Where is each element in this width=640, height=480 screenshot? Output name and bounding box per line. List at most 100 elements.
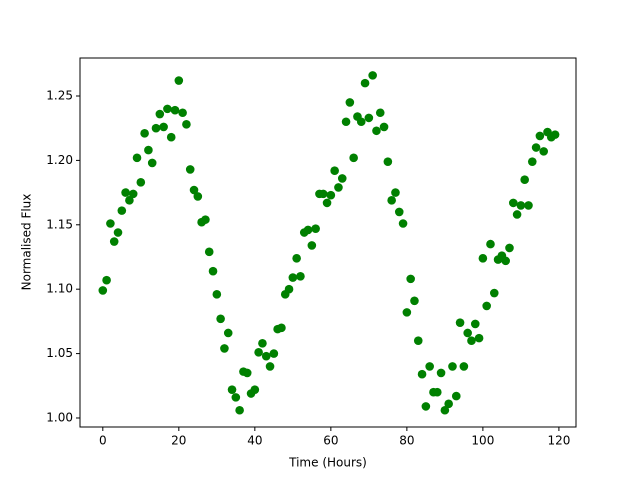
point (486, 239, 495, 249)
point (311, 224, 320, 233)
point (174, 76, 184, 85)
point (227, 385, 237, 394)
point (231, 393, 241, 402)
x-tick-label: 120 (547, 434, 570, 448)
point (318, 189, 328, 199)
point (136, 177, 146, 187)
point (326, 190, 336, 200)
point (159, 122, 168, 132)
point (261, 351, 271, 361)
point (394, 207, 404, 217)
point (398, 219, 408, 228)
point (413, 336, 423, 346)
point (117, 206, 127, 215)
point (235, 405, 244, 415)
point (277, 323, 286, 333)
y-tick-label: 1.05 (46, 346, 73, 360)
point (467, 336, 476, 346)
point (330, 166, 339, 175)
y-tick-label: 1.00 (46, 410, 73, 424)
point (166, 132, 176, 142)
point (459, 362, 469, 371)
point (520, 175, 529, 185)
x-tick-label: 40 (247, 434, 262, 448)
point (482, 301, 491, 311)
point (303, 225, 313, 235)
point (470, 319, 480, 329)
point (140, 129, 149, 138)
point (223, 328, 233, 338)
point (451, 391, 461, 401)
y-tick-label: 1.15 (46, 217, 73, 231)
point (128, 189, 138, 199)
point (102, 275, 111, 285)
point (550, 130, 560, 139)
point (121, 188, 130, 197)
point (501, 256, 510, 266)
point (98, 286, 108, 295)
point (151, 123, 161, 133)
point (322, 198, 332, 208)
point (250, 385, 260, 394)
point (455, 318, 465, 327)
point (505, 243, 514, 253)
point (478, 253, 488, 263)
point (489, 288, 499, 298)
point (372, 126, 381, 136)
point (216, 314, 225, 324)
x-tick-label: 60 (323, 434, 338, 448)
point (406, 274, 415, 284)
point (125, 196, 134, 205)
point (425, 362, 434, 371)
x-tick-label: 80 (399, 434, 414, 448)
y-tick-label: 1.20 (46, 153, 73, 167)
point (440, 405, 450, 415)
point (448, 362, 457, 371)
point (383, 157, 393, 166)
point (178, 108, 187, 118)
point (220, 344, 229, 353)
point (539, 147, 548, 156)
point (432, 387, 442, 397)
point (296, 272, 305, 281)
point (375, 108, 385, 118)
point (212, 290, 222, 299)
point (109, 237, 119, 246)
point (421, 402, 431, 411)
y-axis-label: Normalised Flux (20, 194, 34, 291)
point (204, 247, 214, 257)
x-tick-label: 100 (471, 434, 494, 448)
point (193, 192, 203, 201)
point (284, 284, 294, 294)
point (337, 174, 347, 183)
point (341, 117, 351, 127)
point (535, 131, 545, 141)
point (254, 347, 263, 357)
point (113, 228, 123, 237)
point (524, 201, 533, 210)
point (364, 113, 374, 123)
point (106, 219, 115, 228)
point (208, 266, 218, 276)
point (288, 273, 298, 282)
plot-frame (79, 57, 577, 428)
point (349, 153, 358, 163)
point (508, 198, 518, 208)
point (379, 122, 389, 132)
point (417, 369, 427, 379)
point (189, 185, 199, 195)
point (144, 145, 153, 155)
point (463, 328, 472, 338)
point (258, 338, 267, 348)
x-tick-label: 0 (99, 434, 107, 448)
point (292, 253, 301, 263)
point (474, 333, 484, 343)
point (387, 196, 396, 205)
point (307, 241, 317, 250)
point (444, 399, 453, 409)
point (531, 143, 541, 152)
point (345, 98, 355, 107)
point (391, 188, 400, 197)
point (356, 117, 366, 127)
